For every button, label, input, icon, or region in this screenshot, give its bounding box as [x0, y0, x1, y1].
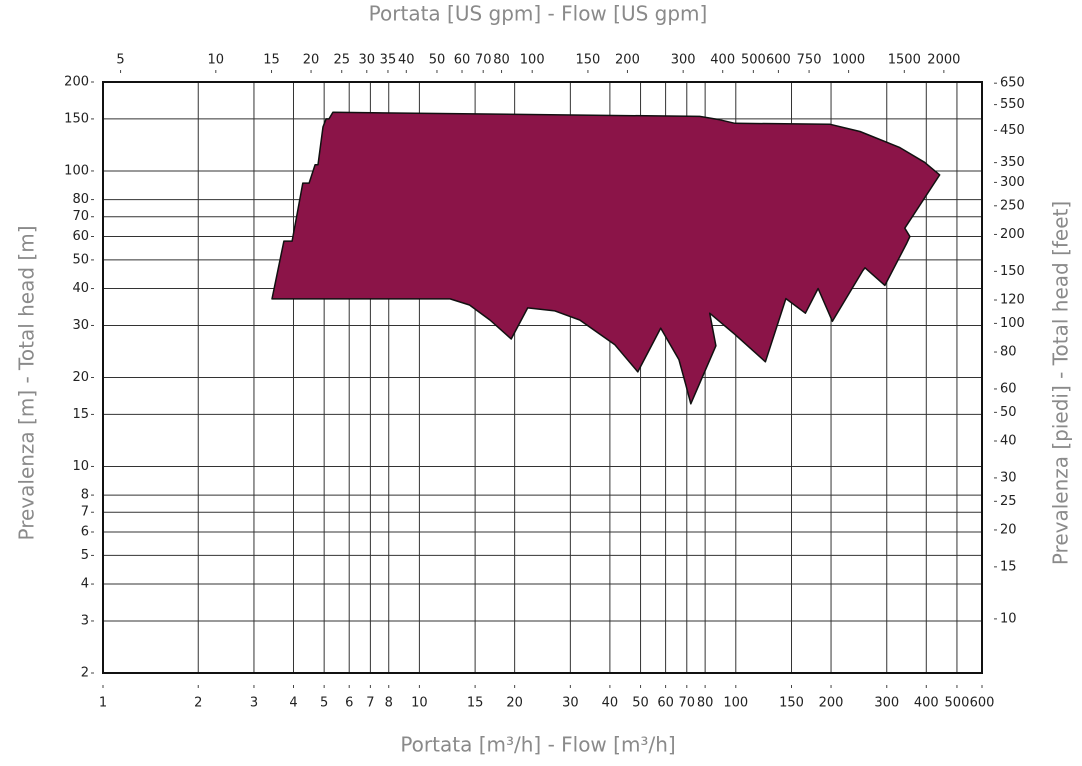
bottom-axis-title: Portata [m³/h] - Flow [m³/h] — [400, 733, 675, 757]
y2-tick-label: 15 — [1000, 559, 1017, 574]
x-tick-label: 6 — [345, 696, 353, 711]
y2-tick-label: 250 — [1000, 198, 1025, 213]
x-tick-label: 50 — [632, 696, 649, 711]
x2-tick-label: 35 — [380, 53, 397, 68]
x-tick-label: 2 — [194, 696, 202, 711]
y2-tick-label: 120 — [1000, 292, 1025, 307]
y2-tick-label: 300 — [1000, 175, 1025, 190]
x-tick-label: 400 — [914, 696, 939, 711]
x2-tick-label: 100 — [520, 53, 545, 68]
y-tick-label: 6 — [81, 525, 89, 540]
x-tick-label: 15 — [467, 696, 484, 711]
y-tick-label: 20 — [72, 370, 89, 385]
x-tick-label: 60 — [657, 696, 674, 711]
x2-tick-label: 1000 — [832, 53, 865, 68]
x-tick-label: 100 — [723, 696, 748, 711]
y-tick-label: 60 — [72, 229, 89, 244]
y-tick-label: 10 — [72, 459, 89, 474]
x2-tick-label: 750 — [797, 53, 822, 68]
y-tick-label: 7 — [81, 505, 89, 520]
operating-region — [271, 111, 941, 405]
y-tick-label: 8 — [81, 488, 89, 503]
x-tick-label: 150 — [779, 696, 804, 711]
x-tick-label: 200 — [819, 696, 844, 711]
x2-tick-label: 40 — [398, 53, 415, 68]
y-tick-label: 50 — [72, 252, 89, 267]
x2-tick-label: 2000 — [927, 53, 960, 68]
y-tick-label: 40 — [72, 281, 89, 296]
x2-tick-label: 20 — [303, 53, 320, 68]
x2-tick-label: 500 — [741, 53, 766, 68]
x-tick-label: 1 — [99, 696, 107, 711]
x2-tick-label: 5 — [116, 53, 124, 68]
x2-tick-label: 30 — [358, 53, 375, 68]
y2-tick-label: 350 — [1000, 155, 1025, 170]
x2-tick-label: 200 — [615, 53, 640, 68]
top-axis-title: Portata [US gpm] - Flow [US gpm] — [369, 2, 708, 26]
y2-tick-label: 50 — [1000, 405, 1017, 420]
x-tick-label: 5 — [320, 696, 328, 711]
x-tick-label: 80 — [697, 696, 714, 711]
x2-tick-label: 70 — [475, 53, 492, 68]
x-tick-label: 3 — [250, 696, 258, 711]
x2-tick-label: 80 — [493, 53, 510, 68]
x2-tick-label: 1500 — [888, 53, 921, 68]
x-tick-label: 500 — [945, 696, 970, 711]
y-tick-label: 80 — [72, 192, 89, 207]
y-tick-label: 30 — [72, 318, 89, 333]
right-axis-title: Prevalenza [piedi] - Total head [feet] — [1049, 201, 1073, 565]
x-tick-label: 20 — [506, 696, 523, 711]
y2-tick-label: 80 — [1000, 345, 1017, 360]
y2-tick-label: 25 — [1000, 494, 1017, 509]
x-tick-label: 30 — [562, 696, 579, 711]
y-tick-label: 2 — [81, 666, 89, 681]
y-tick-label: 200 — [64, 75, 89, 90]
y-tick-label: 100 — [64, 163, 89, 178]
y2-tick-label: 200 — [1000, 227, 1025, 242]
x2-tick-label: 300 — [671, 53, 696, 68]
x2-tick-label: 10 — [208, 53, 225, 68]
y2-tick-label: 100 — [1000, 316, 1025, 331]
y2-tick-label: 150 — [1000, 264, 1025, 279]
y-tick-label: 4 — [81, 577, 89, 592]
y-tick-label: 5 — [81, 548, 89, 563]
y-tick-label: 3 — [81, 613, 89, 628]
x-tick-label: 10 — [411, 696, 428, 711]
x2-tick-label: 600 — [766, 53, 791, 68]
y2-tick-label: 450 — [1000, 123, 1025, 138]
x-tick-label: 8 — [385, 696, 393, 711]
y2-tick-label: 60 — [1000, 381, 1017, 396]
y2-tick-label: 10 — [1000, 611, 1017, 626]
y-tick-label: 150 — [64, 111, 89, 126]
y2-tick-label: 650 — [1000, 76, 1025, 91]
x2-tick-label: 15 — [263, 53, 280, 68]
x-tick-label: 4 — [289, 696, 297, 711]
y2-tick-label: 30 — [1000, 470, 1017, 485]
left-axis-title: Prevalenza [m] - Total head [m] — [15, 226, 39, 541]
y2-tick-label: 550 — [1000, 97, 1025, 112]
y-tick-label: 15 — [72, 407, 89, 422]
x2-tick-label: 150 — [576, 53, 601, 68]
x2-tick-label: 400 — [710, 53, 735, 68]
x2-tick-label: 25 — [333, 53, 350, 68]
x-tick-label: 70 — [679, 696, 696, 711]
plot-frame — [102, 81, 983, 674]
y-tick-label: 70 — [72, 209, 89, 224]
x-tick-label: 7 — [366, 696, 374, 711]
x-tick-label: 40 — [602, 696, 619, 711]
x2-tick-label: 60 — [454, 53, 471, 68]
x-tick-label: 600 — [970, 696, 995, 711]
x-tick-label: 300 — [874, 696, 899, 711]
y2-tick-label: 40 — [1000, 433, 1017, 448]
y2-tick-label: 20 — [1000, 522, 1017, 537]
x2-tick-label: 50 — [429, 53, 446, 68]
